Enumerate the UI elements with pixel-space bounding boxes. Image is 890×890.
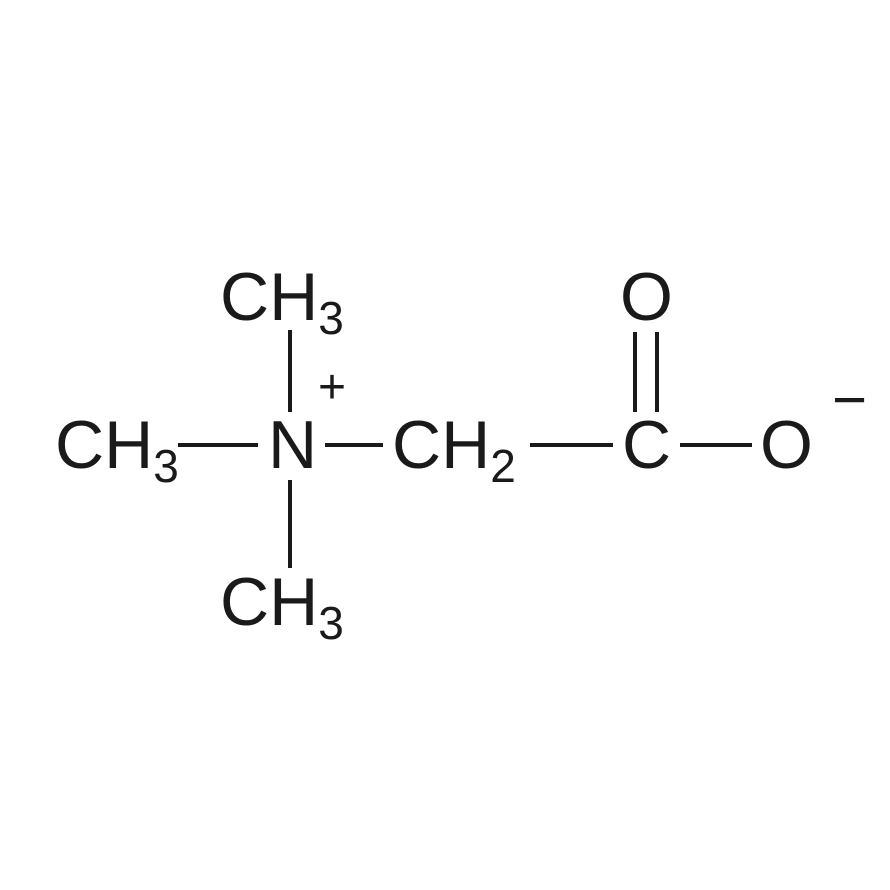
atom-ch2: CH2 — [392, 407, 516, 492]
charge-n-plus: + — [318, 361, 346, 414]
atom-c: C — [622, 407, 671, 483]
atom-ch3-top: CH3 — [220, 259, 344, 344]
atom-ch3-bottom: CH3 — [220, 564, 344, 649]
charge-o-minus-label: − — [832, 366, 867, 433]
atom-ch3-left-label: CH — [55, 407, 153, 483]
atom-ch3-left: CH3 — [55, 407, 179, 492]
charge-n-plus-label: + — [318, 361, 346, 414]
chemical-structure-diagram: CH3 CH3 CH3 N + CH2 C O O — [0, 0, 890, 890]
atom-n: N — [268, 407, 317, 483]
atom-c-label: C — [622, 407, 671, 483]
atom-ch3-left-sub: 3 — [153, 440, 179, 492]
charge-o-minus: − — [832, 366, 867, 433]
atom-o-top: O — [620, 259, 673, 335]
atom-n-label: N — [268, 407, 317, 483]
atom-ch2-label: CH — [392, 407, 490, 483]
atom-o-top-label: O — [620, 259, 673, 335]
atom-o-right: O — [760, 407, 813, 483]
atom-ch3-top-label: CH — [220, 259, 318, 335]
atom-ch3-bottom-label: CH — [220, 564, 318, 640]
atom-ch2-sub: 2 — [490, 440, 516, 492]
atom-ch3-top-sub: 3 — [318, 292, 344, 344]
atom-o-right-label: O — [760, 407, 813, 483]
atoms-group: CH3 CH3 CH3 N + CH2 C O O — [55, 259, 867, 649]
atom-ch3-bottom-sub: 3 — [318, 597, 344, 649]
